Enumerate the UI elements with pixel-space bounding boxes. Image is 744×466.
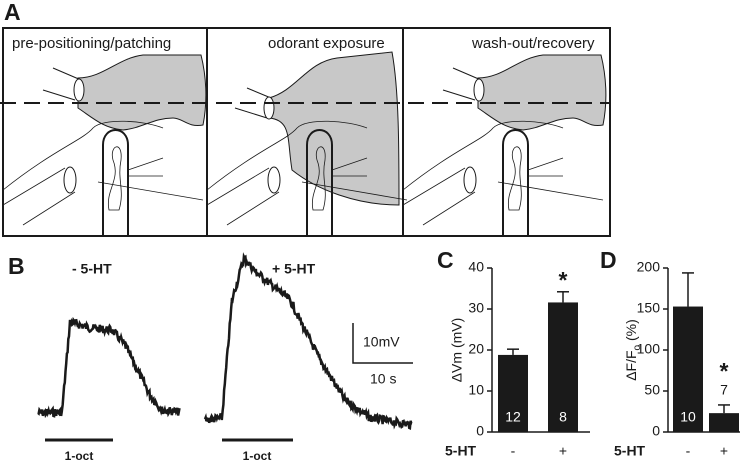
box-title: odorant exposure	[268, 35, 385, 52]
diagram	[2, 54, 207, 236]
x-tick-label: -	[511, 443, 516, 459]
pipette	[42, 67, 82, 101]
pipette2	[402, 167, 476, 226]
panel-a-frames	[2, 27, 611, 237]
panel-label: B	[8, 253, 25, 279]
scale-bar	[352, 323, 413, 364]
n-label: 8	[559, 409, 567, 425]
y-label-part: ΔF/F	[623, 350, 639, 380]
x-axis-label: 5-HT	[614, 443, 646, 459]
y-tick-label: 50	[644, 382, 660, 398]
trace	[37, 316, 181, 419]
scale-label: 10mV	[363, 334, 400, 350]
pipette	[442, 67, 482, 101]
stimulus-label: 1-oct	[243, 449, 272, 463]
y-axis-label: ΔF/Fo (%)	[623, 319, 643, 381]
neuron-inner	[507, 146, 522, 211]
trace	[203, 252, 413, 431]
pipette-tip	[263, 96, 275, 120]
x-axis-label: 5-HT	[445, 443, 477, 459]
x-tick-label: -	[686, 443, 691, 459]
diagram	[206, 51, 408, 236]
y-label-part: (%)	[623, 319, 639, 345]
pipette2	[2, 167, 76, 226]
panel-label: D	[600, 247, 617, 273]
x-tick-label: +	[559, 443, 567, 459]
x-tick-label: +	[720, 443, 728, 459]
neuron-inner	[311, 146, 326, 211]
pipette-tip	[267, 166, 281, 194]
bar	[709, 413, 739, 432]
recording-pipette	[331, 157, 368, 177]
bar	[548, 302, 578, 432]
neuron	[102, 129, 129, 236]
trace-label: - 5-HT	[72, 261, 112, 277]
bar	[498, 354, 528, 432]
pipette2	[206, 167, 280, 226]
scale-label: 10 s	[370, 371, 396, 387]
y-tick-label: 0	[652, 423, 660, 439]
pipette-tip	[63, 166, 77, 194]
n-label: 7	[720, 382, 728, 398]
y-tick-label: 30	[468, 300, 484, 316]
significance: *	[559, 267, 568, 293]
n-label: 10	[680, 409, 696, 425]
diagram	[402, 54, 607, 236]
diagrams	[2, 51, 607, 236]
y-tick-label: 40	[468, 259, 484, 275]
tissue	[206, 120, 408, 201]
trace-label: + 5-HT	[272, 261, 316, 277]
recording-pipette	[527, 157, 564, 177]
odorant-stream	[77, 54, 207, 131]
panel-label: A	[4, 0, 21, 25]
bar	[673, 306, 703, 432]
tissue	[2, 120, 204, 201]
significance: *	[720, 358, 729, 384]
stimulus-label: 1-oct	[65, 449, 94, 463]
panel-label: C	[437, 247, 454, 273]
n-label: 12	[505, 409, 521, 425]
pipette-tip	[73, 78, 85, 102]
box-title: pre-positioning/patching	[12, 35, 171, 52]
pipette	[234, 87, 272, 119]
pipette-tip	[463, 166, 477, 194]
recording-pipette	[127, 157, 164, 177]
y-tick-label: 10	[468, 382, 484, 398]
neuron-inner	[107, 146, 122, 211]
y-tick-label: 0	[476, 423, 484, 439]
neuron	[306, 129, 333, 236]
y-tick-label: 200	[637, 259, 661, 275]
y-tick-label: 150	[637, 300, 661, 316]
y-tick-label: 20	[468, 341, 484, 357]
box-title: wash-out/recovery	[471, 35, 595, 52]
y-label-part: o	[632, 344, 643, 350]
neuron	[502, 129, 529, 236]
y-axis-label: ΔVm (mV)	[449, 318, 465, 383]
y-tick-label: 100	[637, 341, 661, 357]
pipette-tip	[473, 78, 485, 102]
tissue	[402, 120, 604, 201]
odorant-stream	[477, 54, 607, 131]
odorant-stream	[268, 51, 400, 206]
